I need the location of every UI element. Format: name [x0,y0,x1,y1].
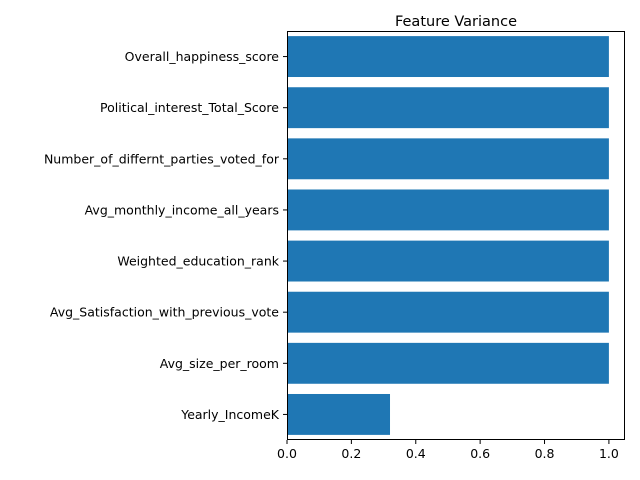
bar-Avg_Satisfaction_with_previous_vote [287,291,609,333]
bar-Avg_size_per_room [287,342,609,384]
x-tick-label: 0.0 [277,446,297,461]
x-axis: 0.0 0.2 0.4 0.6 0.8 1.0 [277,440,619,461]
bar-Yearly_IncomeK [287,393,391,435]
y-tick-label: Overall_happiness_score [125,49,280,64]
bar-Political_interest_Total_Score [287,87,609,129]
axes-frame [287,31,625,440]
y-tick-label: Avg_monthly_income_all_years [85,202,279,217]
chart-title: Feature Variance [395,14,517,30]
bars-layer [287,36,609,435]
bar-Number_of_differnt_parties_voted_for [287,138,609,180]
x-tick-label: 0.8 [535,446,555,461]
y-tick-label: Avg_Satisfaction_with_previous_vote [50,305,279,320]
y-axis: Overall_happiness_score Political_interes… [44,49,287,422]
y-tick-label: Political_interest_Total_Score [100,100,279,115]
bar-Avg_monthly_income_all_years [287,189,609,231]
bar-Weighted_education_rank [287,240,609,282]
x-tick-label: 0.4 [406,446,426,461]
x-tick-label: 1.0 [599,446,619,461]
y-tick-label: Yearly_IncomeK [180,407,280,422]
x-tick-label: 0.6 [470,446,490,461]
x-tick-label: 0.2 [341,446,361,461]
y-tick-label: Avg_size_per_room [160,356,279,371]
y-tick-label: Weighted_education_rank [117,254,279,269]
y-tick-label: Number_of_differnt_parties_voted_for [44,151,280,166]
bar-Overall_happiness_score [287,36,609,78]
